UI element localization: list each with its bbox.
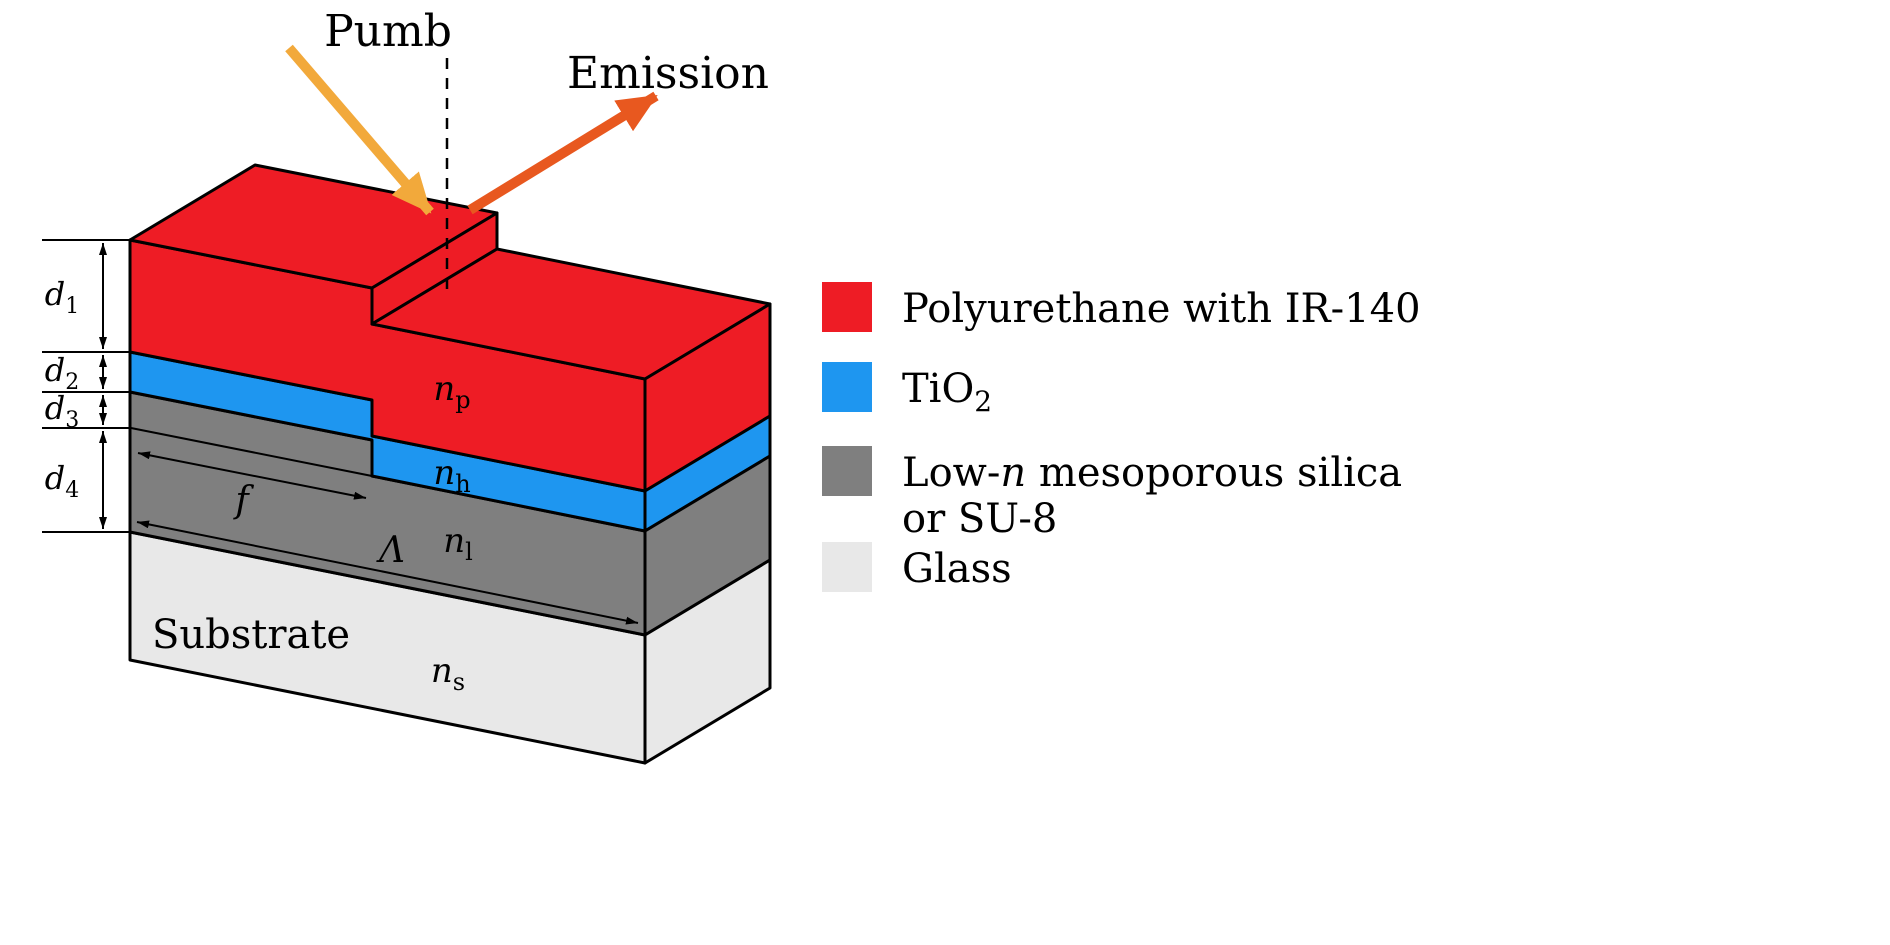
refractive-index-substrate-label: ns — [431, 651, 465, 696]
d4-label: d4 — [45, 459, 79, 503]
fill-factor-arrow — [137, 451, 367, 500]
legend-swatch-glass — [822, 542, 872, 592]
grating-period-arrow — [136, 520, 639, 625]
legend-label-low-index-line1: Low-n mesoporous silica — [902, 450, 1402, 496]
d3-label: d3 — [45, 389, 79, 433]
pump-label: Pumb — [324, 6, 452, 57]
legend-swatch-tio2 — [822, 362, 872, 412]
grating-period-label: Λ — [376, 530, 405, 571]
legend-label-glass: Glass — [902, 546, 1012, 592]
refractive-index-low-label: nl — [443, 521, 473, 566]
legend-swatch-polyurethane — [822, 282, 872, 332]
legend-label-low-index-line2: or SU-8 — [902, 496, 1057, 542]
refractive-index-high-label: nh — [433, 453, 470, 498]
d1-label: d1 — [45, 275, 79, 319]
legend: Polyurethane with IR-140 TiO2 Low-n meso… — [822, 282, 1421, 592]
legend-label-polyurethane: Polyurethane with IR-140 — [902, 286, 1421, 332]
d2-label: d2 — [45, 351, 79, 395]
legend-label-tio2: TiO2 — [902, 366, 992, 418]
refractive-index-polymer-label: np — [433, 369, 470, 414]
emission-arrow — [467, 91, 659, 215]
emission-label: Emission — [567, 48, 769, 99]
substrate-label: Substrate — [152, 612, 350, 658]
pump-arrow — [285, 44, 434, 216]
legend-swatch-low-index — [822, 446, 872, 496]
glass-substrate-right-face — [643, 558, 772, 765]
